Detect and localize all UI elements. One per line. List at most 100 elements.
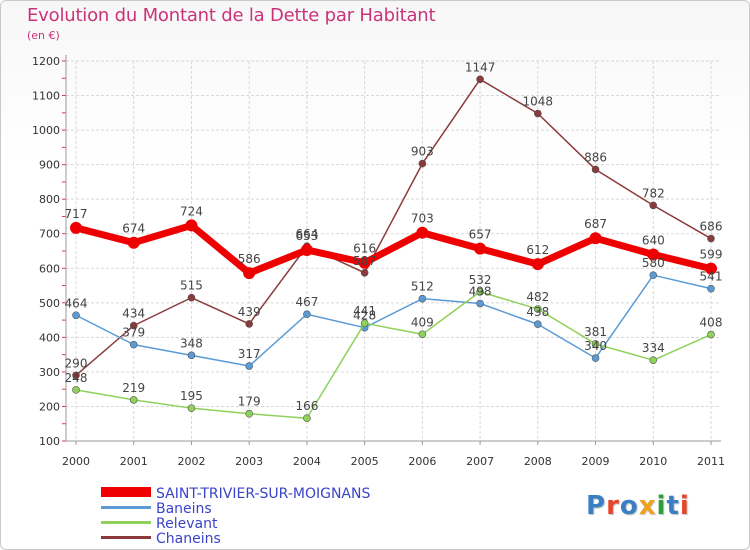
- data-point: [303, 414, 311, 423]
- chart-title: Evolution du Montant de la Dette par Hab…: [27, 5, 436, 26]
- data-label: 541: [700, 270, 723, 284]
- data-point: [243, 267, 256, 280]
- x-tick-label: 2004: [293, 455, 321, 468]
- data-label: 179: [238, 395, 261, 409]
- data-point: [72, 371, 80, 380]
- data-point: [300, 243, 313, 256]
- chart-unit-label: (en €): [27, 29, 60, 42]
- y-tick-label: 800: [39, 193, 60, 206]
- data-label: 886: [584, 150, 607, 164]
- x-tick-label: 2008: [524, 455, 552, 468]
- data-point: [187, 404, 196, 412]
- x-tick-label: 2001: [120, 455, 148, 468]
- data-label: 317: [238, 347, 261, 361]
- data-label: 612: [526, 243, 549, 257]
- data-label: 408: [700, 316, 723, 330]
- data-label: 409: [411, 315, 434, 329]
- x-tick-label: 2007: [466, 455, 494, 468]
- series-line-1: [75, 274, 712, 367]
- data-label: 434: [122, 307, 145, 321]
- data-point: [591, 354, 600, 362]
- data-point: [589, 232, 602, 245]
- data-label: 653: [295, 229, 318, 243]
- proxiti-logo: Proxiti: [586, 491, 690, 521]
- data-point: [187, 351, 196, 360]
- y-tick-label: 400: [39, 331, 60, 344]
- data-point: [245, 320, 253, 328]
- data-point: [418, 159, 427, 168]
- data-point: [72, 311, 80, 320]
- data-point: [534, 305, 542, 313]
- data-label: 467: [295, 295, 318, 309]
- data-point: [591, 165, 600, 174]
- legend-swatch: [101, 487, 151, 497]
- data-label: 512: [411, 280, 434, 294]
- data-label: 195: [180, 389, 203, 403]
- legend-label: Relevant: [156, 516, 218, 532]
- data-label: 438: [526, 305, 549, 319]
- legend-label: Baneins: [156, 501, 212, 517]
- data-label: 687: [584, 217, 607, 231]
- x-tick-label: 2000: [62, 455, 90, 468]
- data-point: [418, 294, 427, 303]
- data-label: 674: [122, 222, 145, 236]
- data-label: 1147: [465, 60, 496, 74]
- data-point: [649, 271, 658, 279]
- data-label: 1048: [523, 95, 554, 109]
- data-label: 219: [122, 381, 145, 395]
- data-point: [647, 248, 660, 261]
- x-tick-label: 2006: [408, 455, 436, 468]
- data-point: [591, 340, 600, 348]
- legend-swatch: [101, 521, 151, 524]
- data-point: [70, 221, 82, 234]
- data-label: 482: [526, 290, 549, 304]
- data-point: [476, 75, 484, 84]
- data-point: [476, 299, 484, 308]
- y-tick-label: 500: [39, 297, 60, 310]
- data-label: 703: [411, 212, 434, 226]
- legend-label: SAINT-TRIVIER-SUR-MOIGNANS: [156, 486, 370, 502]
- data-point: [474, 242, 487, 255]
- data-point: [245, 362, 253, 370]
- data-label: 532: [469, 273, 492, 287]
- x-tick-label: 2011: [697, 455, 725, 468]
- data-point: [534, 320, 542, 329]
- data-point: [185, 219, 198, 232]
- data-label: 334: [642, 341, 665, 355]
- data-point: [129, 396, 138, 404]
- data-label: 248: [65, 371, 88, 385]
- data-point: [245, 409, 253, 418]
- data-point: [707, 284, 715, 293]
- data-point: [707, 234, 715, 243]
- data-label: 441: [353, 304, 376, 318]
- data-label: 782: [642, 186, 665, 200]
- data-point: [187, 293, 196, 302]
- x-tick-label: 2003: [235, 455, 263, 468]
- data-point: [534, 109, 542, 118]
- data-point: [127, 236, 140, 249]
- data-label: 515: [180, 279, 203, 293]
- data-point: [416, 226, 429, 239]
- data-label: 616: [353, 242, 376, 256]
- data-label: 428: [353, 309, 376, 323]
- data-label: 717: [65, 207, 88, 221]
- data-label: 580: [642, 256, 665, 270]
- y-tick-label: 100: [39, 435, 60, 448]
- series-line-2: [75, 291, 712, 419]
- data-point: [303, 310, 311, 319]
- x-tick-label: 2002: [177, 455, 205, 468]
- x-tick-label: 2005: [351, 455, 379, 468]
- legend-label: Chaneins: [156, 531, 221, 547]
- data-point: [649, 201, 658, 210]
- series-line-3: [75, 78, 712, 376]
- data-label: 498: [469, 285, 492, 299]
- data-label: 599: [700, 248, 723, 262]
- data-label: 340: [584, 339, 607, 353]
- data-point: [705, 262, 717, 275]
- data-label: 381: [584, 325, 607, 339]
- data-label: 664: [295, 227, 318, 241]
- data-point: [72, 386, 80, 394]
- data-point: [360, 319, 369, 328]
